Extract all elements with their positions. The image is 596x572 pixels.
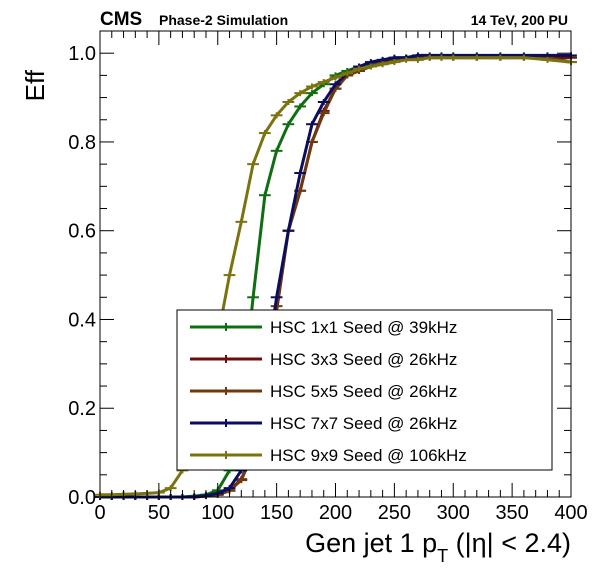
data-point [294,170,307,177]
y-tick-label: 0.2 [68,398,96,420]
data-point [341,70,354,77]
x-tick-label: 150 [260,502,293,524]
legend-label: HSC 3x3 Seed @ 26kHz [270,350,457,369]
x-tick-label: 0 [94,502,105,524]
x-axis-label: Gen jet 1 pT (|η| < 2.4) [305,528,571,566]
data-point [235,477,248,484]
y-tick-label: 0.0 [68,487,96,509]
data-point [270,147,283,154]
x-tick-label: 250 [378,502,411,524]
data-point [376,61,389,68]
data-point [412,56,424,63]
data-point [294,103,307,110]
legend: HSC 1x1 Seed @ 39kHz HSC 3x3 Seed @ 26kHz… [176,309,553,471]
data-point [270,294,283,301]
x-tick-label: 50 [148,502,170,524]
x-tick-label: 200 [319,502,352,524]
legend-label: HSC 1x1 Seed @ 39kHz [270,318,457,337]
data-point [400,56,413,63]
y-tick-label: 1.0 [68,43,96,65]
data-point [306,83,318,90]
y-axis-label: Eff [20,69,50,101]
data-point [447,54,460,61]
data-point [541,56,554,63]
y-tick-label: 0.6 [68,221,96,243]
data-point [317,99,330,106]
data-point [364,63,377,70]
data-point [247,294,259,301]
x-tick-label: 300 [437,502,470,524]
y-tick-label: 0.8 [68,132,96,154]
data-point [518,54,530,61]
x-tick-label: 350 [495,502,528,524]
data-point [270,112,283,119]
data-point [306,121,318,128]
data-point [470,54,483,61]
data-point [258,192,271,199]
data-point [294,90,307,97]
subtitle-label: Phase-2 Simulation [159,12,288,28]
legend-entry: HSC 5x5 Seed @ 26kHz [190,382,457,401]
data-point [423,54,436,61]
data-point [435,54,448,61]
data-point [329,81,342,88]
data-point [317,79,330,86]
x-axis-label-prefix: Gen jet 1 p [305,528,437,558]
data-point [329,74,342,81]
data-point [282,99,295,106]
x-tick-label: 100 [201,502,234,524]
legend-label: HSC 5x5 Seed @ 26kHz [270,382,457,401]
conditions-label: 14 TeV, 200 PU [471,12,568,28]
data-point [317,110,330,117]
y-tick-label: 0.4 [68,309,96,331]
axis-ticks: 0 50 100 150 200 250 300 350 400 0.0 0.2 0.4 0.6 0.8 1… [68,30,588,524]
legend-label: HSC 9x9 Seed @ 106kHz [270,446,467,465]
legend-entry: HSC 7x7 Seed @ 26kHz [190,414,457,433]
data-point [247,161,259,168]
data-point [235,218,248,225]
legend-entry: HSC 3x3 Seed @ 26kHz [190,350,457,369]
legend-label: HSC 7x7 Seed @ 26kHz [270,414,457,433]
data-point [258,130,271,137]
data-point [388,59,401,66]
legend-entry: HSC 9x9 Seed @ 106kHz [190,446,467,465]
x-axis-label-sub: T [437,546,448,566]
x-tick-label: 400 [554,502,587,524]
experiment-label: CMS [100,9,142,30]
data-point [282,121,295,128]
data-point [353,65,365,72]
data-point [494,54,507,61]
x-axis-label-suffix: (|η| < 2.4) [448,528,571,558]
plot-frame [99,30,572,498]
data-point [306,90,318,97]
legend-entry: HSC 1x1 Seed @ 39kHz [190,318,457,337]
data-point [282,227,295,234]
data-point [223,272,236,279]
